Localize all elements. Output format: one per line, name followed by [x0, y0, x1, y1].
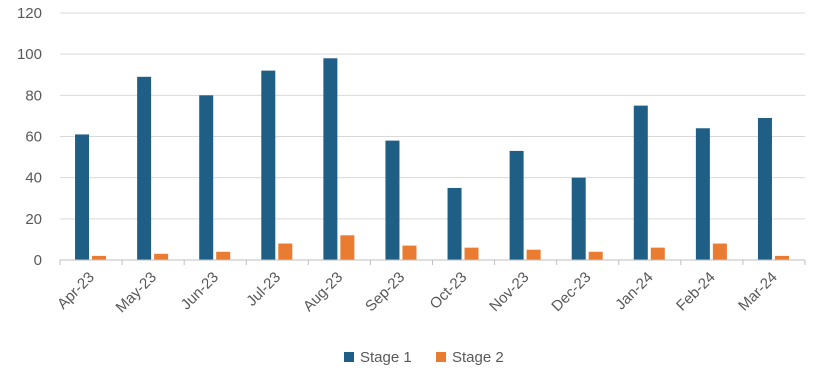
bar-stage-1-jan-24 [633, 105, 648, 260]
y-tick-label: 20 [25, 211, 42, 228]
bar-stage-2-mar-24 [774, 255, 789, 260]
x-axis: Apr-23 May-23 Jun-23 Jul-23 Aug-23 Sep-23 Oct-… [54, 259, 806, 316]
x-tick-label: Apr-23 [54, 269, 98, 313]
x-tick-label: Dec-23 [548, 269, 594, 315]
x-tick-label: Oct-23 [427, 269, 471, 313]
legend-label: Stage 1 [360, 349, 412, 366]
bar-stage-1-aug-23 [323, 58, 338, 261]
y-tick-label: 80 [25, 87, 42, 104]
bar-stage-1-feb-24 [695, 128, 710, 260]
x-tick-label: Jul-23 [243, 269, 284, 310]
legend: Stage 1 Stage 2 [344, 349, 504, 366]
bar-stage-1-dec-23 [571, 177, 586, 260]
y-tick-label: 100 [17, 46, 42, 63]
x-tick-label: Aug-23 [300, 269, 346, 315]
legend-label: Stage 2 [452, 349, 504, 366]
bar-stage-1-oct-23 [447, 187, 462, 260]
bar-stage-1-nov-23 [509, 150, 524, 260]
bar-stage-2-aug-23 [340, 235, 355, 260]
x-tick-label: Mar-24 [735, 269, 781, 315]
bar-stage-1-jun-23 [199, 95, 214, 260]
bar-stage-1-mar-24 [757, 117, 772, 260]
bar-stage-2-oct-23 [464, 247, 479, 260]
bar-stage-2-dec-23 [588, 251, 603, 260]
y-tick-label: 120 [17, 5, 42, 22]
bar-stage-2-jun-23 [216, 251, 231, 260]
y-tick-label: 0 [34, 252, 42, 269]
bar-stage-1-apr-23 [75, 134, 90, 260]
bar-stage-2-feb-24 [712, 243, 727, 260]
y-tick-label: 40 [25, 170, 42, 187]
bar-stage-2-sep-23 [402, 245, 417, 260]
bar-stage-2-jul-23 [278, 243, 293, 260]
bar-stage-2-apr-23 [92, 255, 107, 260]
x-tick-label: Nov-23 [486, 269, 532, 315]
x-tick-label: Feb-24 [673, 269, 719, 315]
x-tick-label: Sep-23 [362, 269, 408, 315]
bar-stage-2-nov-23 [526, 249, 541, 260]
bar-stage-1-may-23 [137, 76, 152, 260]
gridlines [60, 12, 805, 220]
y-axis: 0 20 40 60 80 100 120 [17, 5, 42, 269]
bars [75, 58, 789, 261]
x-tick-label: Jun-23 [178, 269, 222, 313]
x-tick-label: May-23 [113, 269, 160, 316]
bar-stage-2-may-23 [154, 253, 169, 260]
y-tick-label: 60 [25, 129, 42, 146]
legend-swatch [436, 352, 446, 362]
x-tick-label: Jan-24 [612, 269, 656, 313]
bar-stage-1-sep-23 [385, 140, 400, 260]
legend-swatch [344, 352, 354, 362]
bar-stage-2-jan-24 [650, 247, 665, 260]
bar-stage-1-jul-23 [261, 70, 276, 260]
